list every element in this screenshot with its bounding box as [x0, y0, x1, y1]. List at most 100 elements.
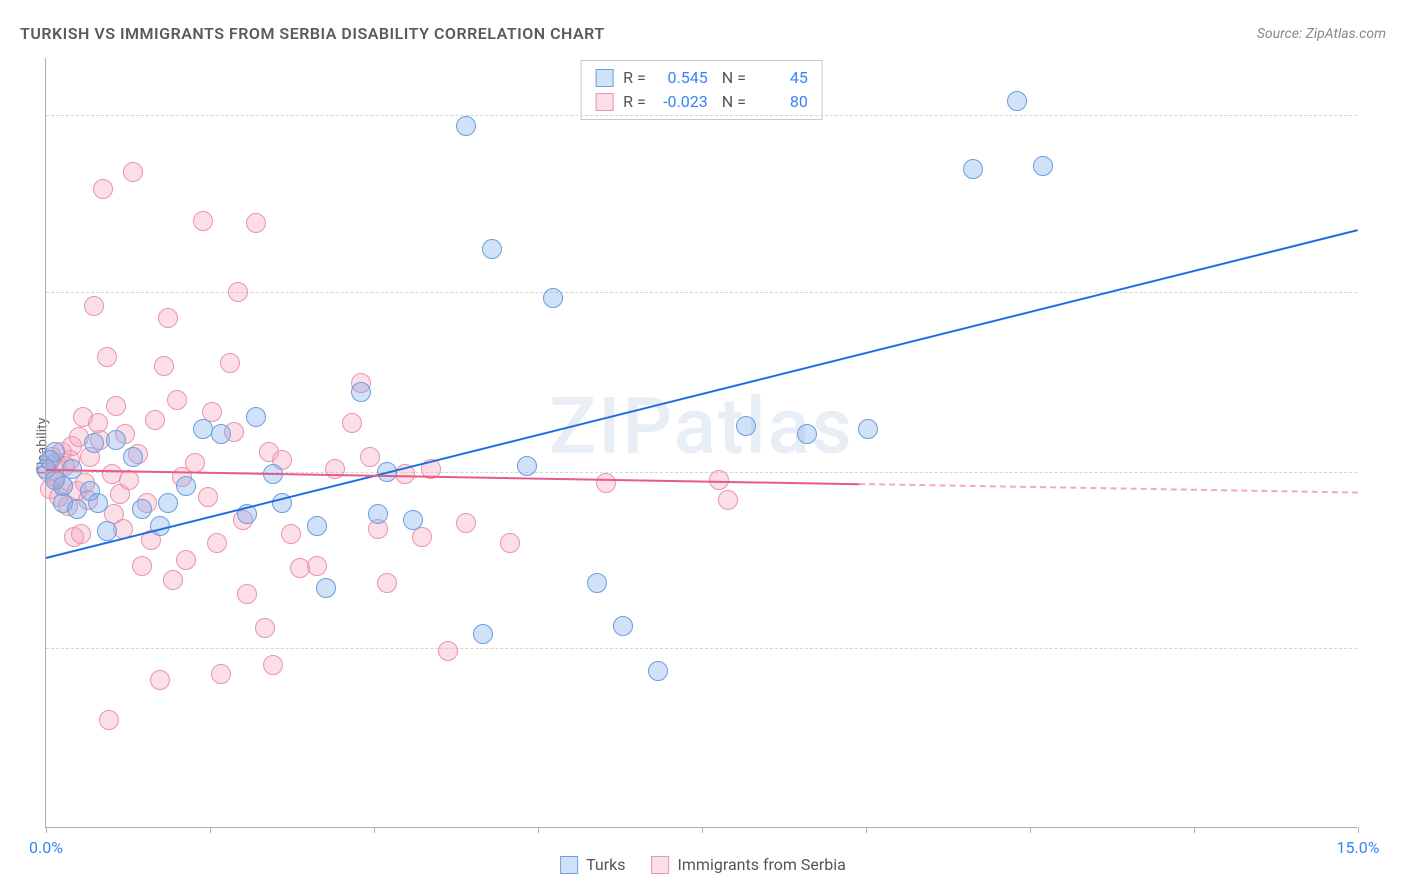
y-tick-label: 18.8%: [1369, 282, 1406, 301]
data-point-turks: [613, 616, 633, 636]
data-point-serbia: [198, 487, 218, 507]
data-point-turks: [158, 493, 178, 513]
data-point-serbia: [307, 556, 327, 576]
source-attribution: Source: ZipAtlas.com: [1257, 26, 1386, 42]
data-point-serbia: [500, 533, 520, 553]
x-tick-mark: [374, 827, 375, 833]
data-point-turks: [53, 476, 73, 496]
legend-label-serbia: Immigrants from Serbia: [678, 855, 846, 874]
data-point-serbia: [360, 447, 380, 467]
gridline: [46, 648, 1357, 649]
x-tick-mark: [1358, 827, 1359, 833]
data-point-turks: [246, 407, 266, 427]
scatter-plot-area: ZIPatlas R = 0.545 N = 45 R = -0.023 N =…: [45, 58, 1357, 828]
data-point-serbia: [163, 570, 183, 590]
chart-title: TURKISH VS IMMIGRANTS FROM SERBIA DISABI…: [20, 24, 605, 43]
data-point-turks: [84, 433, 104, 453]
data-point-serbia: [438, 641, 458, 661]
data-point-serbia: [281, 524, 301, 544]
data-point-turks: [106, 430, 126, 450]
data-point-turks: [858, 419, 878, 439]
data-point-turks: [132, 499, 152, 519]
stats-legend: R = 0.545 N = 45 R = -0.023 N = 80: [580, 60, 823, 120]
data-point-turks: [963, 159, 983, 179]
data-point-serbia: [93, 179, 113, 199]
data-point-serbia: [154, 356, 174, 376]
data-point-serbia: [145, 410, 165, 430]
trendline-serbia-extrapolated: [859, 483, 1358, 494]
data-point-turks: [97, 521, 117, 541]
data-point-serbia: [211, 664, 231, 684]
data-point-serbia: [718, 490, 738, 510]
data-point-turks: [88, 493, 108, 513]
data-point-turks: [456, 116, 476, 136]
stat-r-label: R =: [623, 90, 646, 114]
data-point-turks: [368, 504, 388, 524]
legend-item-turks: Turks: [560, 855, 625, 874]
data-point-serbia: [176, 550, 196, 570]
data-point-turks: [123, 447, 143, 467]
data-point-serbia: [71, 524, 91, 544]
data-point-serbia: [220, 353, 240, 373]
data-point-turks: [1033, 156, 1053, 176]
data-point-serbia: [193, 211, 213, 231]
stat-n-label: N =: [718, 66, 746, 90]
y-tick-label: 12.5%: [1369, 462, 1406, 481]
data-point-turks: [482, 239, 502, 259]
x-tick-mark: [702, 827, 703, 833]
data-point-serbia: [596, 473, 616, 493]
data-point-serbia: [99, 710, 119, 730]
data-point-serbia: [97, 347, 117, 367]
data-point-turks: [316, 578, 336, 598]
y-tick-label: 25.0%: [1369, 106, 1406, 125]
swatch-serbia: [595, 93, 613, 111]
x-tick-mark: [1194, 827, 1195, 833]
swatch-serbia: [652, 856, 670, 874]
data-point-turks: [211, 424, 231, 444]
data-point-serbia: [123, 162, 143, 182]
data-point-turks: [45, 442, 65, 462]
data-point-turks: [403, 510, 423, 530]
data-point-serbia: [237, 584, 257, 604]
stat-r-turks: 0.545: [656, 66, 708, 90]
data-point-serbia: [377, 573, 397, 593]
x-tick-label: 15.0%: [1337, 838, 1380, 857]
x-tick-mark: [1030, 827, 1031, 833]
legend-label-turks: Turks: [586, 855, 625, 874]
data-point-serbia: [119, 470, 139, 490]
series-legend: Turks Immigrants from Serbia: [560, 855, 846, 874]
legend-item-serbia: Immigrants from Serbia: [652, 855, 846, 874]
data-point-turks: [67, 499, 87, 519]
data-point-serbia: [167, 390, 187, 410]
stats-row-turks: R = 0.545 N = 45: [595, 66, 808, 90]
stat-n-serbia: 80: [756, 90, 808, 114]
stat-n-label: N =: [718, 90, 746, 114]
gridline: [46, 115, 1357, 116]
x-tick-label: 0.0%: [29, 838, 63, 857]
x-tick-mark: [538, 827, 539, 833]
data-point-serbia: [263, 655, 283, 675]
data-point-serbia: [185, 453, 205, 473]
x-tick-mark: [210, 827, 211, 833]
data-point-serbia: [456, 513, 476, 533]
stat-r-label: R =: [623, 66, 646, 90]
data-point-serbia: [255, 618, 275, 638]
data-point-serbia: [106, 396, 126, 416]
data-point-serbia: [207, 533, 227, 553]
data-point-turks: [648, 661, 668, 681]
data-point-turks: [176, 476, 196, 496]
trendline-turks: [46, 229, 1358, 559]
data-point-serbia: [132, 556, 152, 576]
data-point-serbia: [228, 282, 248, 302]
data-point-turks: [587, 573, 607, 593]
data-point-turks: [543, 288, 563, 308]
stat-r-serbia: -0.023: [656, 90, 708, 114]
data-point-serbia: [158, 308, 178, 328]
data-point-serbia: [246, 213, 266, 233]
data-point-turks: [307, 516, 327, 536]
data-point-turks: [797, 424, 817, 444]
data-point-turks: [736, 416, 756, 436]
stats-row-serbia: R = -0.023 N = 80: [595, 90, 808, 114]
data-point-turks: [473, 624, 493, 644]
data-point-serbia: [150, 670, 170, 690]
